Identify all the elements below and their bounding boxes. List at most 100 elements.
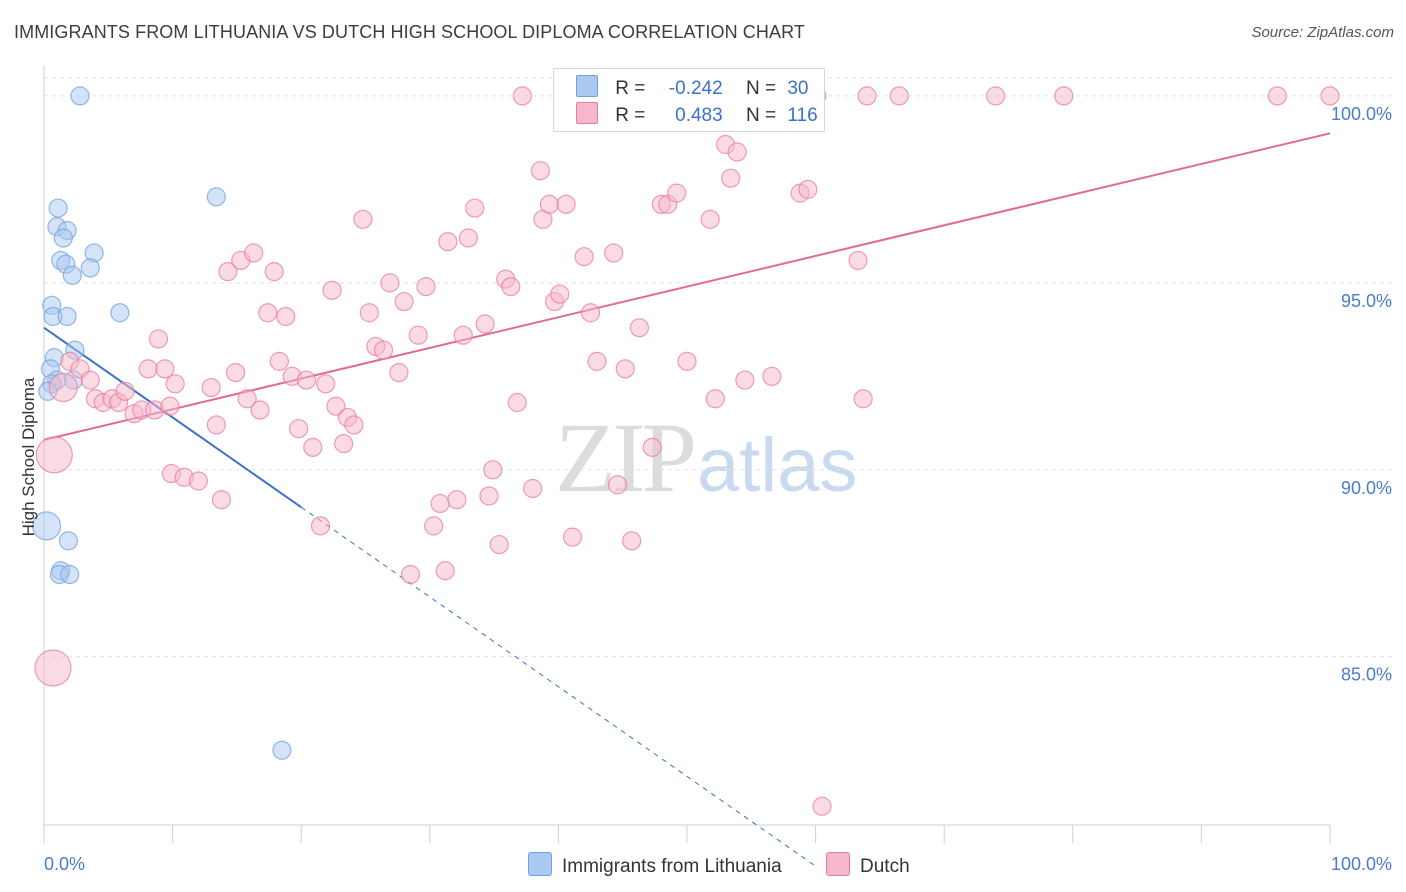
dutch-point (310, 516, 331, 536)
dutch-point (705, 389, 725, 409)
dutch-point (501, 276, 521, 297)
legend-swatch-lithuania (528, 852, 552, 876)
legend-n-value: 30 (787, 78, 809, 99)
legend-r-value: 0.483 (675, 105, 723, 126)
dutch-point (604, 243, 624, 263)
dutch-point (483, 460, 503, 480)
dutch-point (148, 329, 169, 349)
dutch-point (35, 436, 73, 474)
dutch-point (373, 340, 394, 360)
lithuania-point (80, 258, 100, 278)
dutch-point (507, 392, 527, 413)
trend-lines (43, 132, 1331, 867)
watermark-zip: ZIP (555, 402, 697, 513)
y-tick-label: 85.0% (1341, 665, 1392, 685)
lithuania-point (57, 306, 77, 327)
dutch-point (188, 471, 208, 491)
dutch-point (889, 86, 909, 106)
dutch-point (380, 273, 400, 293)
legend-r-value: -0.242 (668, 78, 723, 99)
legend-r-label: R = (615, 105, 646, 126)
legend-n-label: N = (745, 78, 777, 99)
dutch-point (400, 564, 421, 585)
dutch-point (353, 209, 373, 229)
lithuania-trend-line (43, 326, 302, 509)
dutch-trend-line (43, 132, 1331, 441)
lithuania-point (70, 86, 90, 106)
dutch-point (296, 370, 316, 390)
legend-swatch-dutch (576, 102, 598, 124)
dutch-point (550, 284, 570, 304)
dutch-point (812, 796, 832, 816)
dutch-point (344, 415, 364, 435)
dutch-point (853, 389, 873, 409)
lithuania-point (53, 228, 73, 248)
x-tick-label-min: 0.0% (44, 854, 85, 874)
x-tick-label-max: 100.0% (1331, 854, 1392, 874)
dutch-point (206, 415, 226, 435)
dutch-point (155, 359, 175, 379)
dutch-point (334, 434, 354, 454)
dutch-point (237, 389, 257, 409)
dutch-point (269, 351, 289, 371)
axes (43, 66, 1331, 843)
dutch-point (574, 247, 594, 267)
dutch-point (201, 377, 221, 398)
lithuania-point (31, 511, 62, 541)
dutch-point (642, 437, 662, 457)
dutch-point (489, 534, 509, 555)
watermark-atlas: atlas (697, 423, 858, 508)
dutch-point (607, 475, 628, 495)
dutch-point (447, 490, 467, 510)
legend-item-dutch[interactable]: Dutch (826, 852, 910, 878)
legend-label-dutch: Dutch (860, 856, 910, 877)
dutch-point (424, 516, 444, 536)
dutch-point (986, 86, 1006, 106)
dutch-point (48, 372, 78, 403)
dutch-point (615, 359, 635, 379)
dutch-point (226, 362, 246, 383)
dutch-point (727, 142, 747, 162)
dutch-point (394, 291, 414, 312)
chart-title: IMMIGRANTS FROM LITHUANIA VS DUTCH HIGH … (14, 22, 805, 42)
lithuania-point (60, 564, 80, 585)
dutch-point (244, 243, 264, 263)
lithuania-point (206, 187, 226, 207)
legend-swatch-dutch (826, 852, 850, 876)
y-tick-label: 100.0% (1331, 104, 1392, 124)
dutch-point (250, 400, 270, 420)
dutch-point (359, 303, 379, 323)
legend-swatch-lithuania (576, 75, 598, 97)
lithuania-point (272, 740, 292, 760)
dutch-point (160, 396, 180, 416)
dutch-point (435, 561, 455, 581)
dutch-point (667, 183, 687, 203)
legend-row-dutch: R = 0.483 N = 116 (576, 102, 818, 128)
dutch-point (622, 531, 642, 551)
dutch-point (289, 419, 309, 439)
legend-label-lithuania: Immigrants from Lithuania (562, 856, 782, 877)
dutch-point (138, 359, 158, 379)
dutch-point (562, 527, 583, 547)
dutch-point (1267, 86, 1287, 106)
dutch-point (438, 232, 458, 252)
dutch-point (735, 370, 755, 390)
dutch-point (326, 396, 346, 416)
dutch-point (211, 490, 232, 510)
dutch-point (115, 381, 135, 401)
dutch-point (512, 86, 532, 106)
dutch-point (700, 209, 720, 229)
lithuania-point (62, 265, 82, 285)
dutch-point (389, 362, 409, 383)
dutch-point (264, 262, 284, 282)
legend-n-label: N = (745, 105, 777, 126)
dutch-point (629, 318, 650, 338)
gridlines (44, 77, 1392, 658)
dutch-point (276, 306, 296, 327)
dutch-point (1054, 86, 1074, 106)
legend-item-lithuania[interactable]: Immigrants from Lithuania (528, 852, 782, 878)
dutch-point (762, 366, 782, 386)
dutch-point (523, 478, 543, 499)
dutch-point (677, 351, 697, 371)
